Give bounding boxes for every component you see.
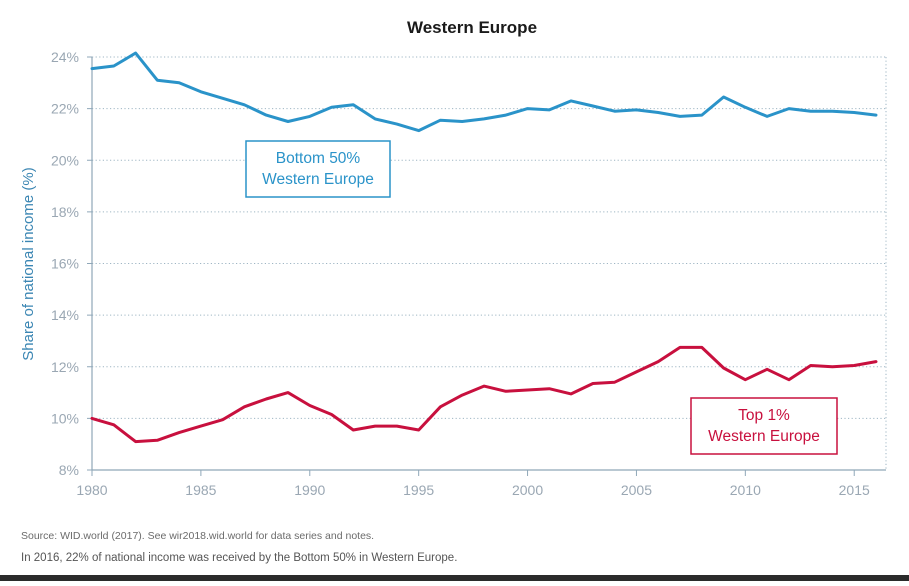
y-tick-label: 20% bbox=[51, 152, 79, 168]
legend-label-bottom-50: Western Europe bbox=[262, 171, 374, 188]
y-axis-label: Share of national income (%) bbox=[20, 167, 37, 360]
legend-label-top-1: Top 1% bbox=[738, 407, 790, 424]
legend-label-top-1: Western Europe bbox=[708, 428, 820, 445]
y-tick-label: 8% bbox=[59, 462, 79, 478]
x-tick-label: 1990 bbox=[294, 482, 325, 498]
source-footnote: Source: WID.world (2017). See wir2018.wi… bbox=[21, 530, 375, 542]
series-lines bbox=[90, 51, 878, 444]
x-tick-label: 2000 bbox=[512, 482, 543, 498]
legend-box-top-1 bbox=[690, 397, 838, 455]
series-labels: Bottom 50% Western Europe Top 1% Western Eu… bbox=[245, 140, 838, 455]
y-tick-label: 12% bbox=[51, 359, 79, 375]
x-tick-label: 1980 bbox=[76, 482, 107, 498]
summary-footnote: In 2016, 22% of national income was rece… bbox=[21, 552, 458, 564]
tick-labels: 8% 10% 12% 14% 16% 18% 20% 22% 24% 1980 1985 1990 19… bbox=[51, 49, 870, 498]
y-tick-label: 16% bbox=[51, 256, 79, 272]
series-line-top-1 bbox=[90, 345, 878, 444]
gridlines bbox=[92, 56, 887, 470]
x-tick-label: 2005 bbox=[621, 482, 652, 498]
y-tick-label: 14% bbox=[51, 307, 79, 323]
axes bbox=[87, 56, 886, 476]
y-tick-label: 18% bbox=[51, 204, 79, 220]
y-tick-label: 24% bbox=[51, 49, 79, 65]
bottom-border bbox=[0, 575, 909, 581]
x-tick-label: 2010 bbox=[730, 482, 761, 498]
y-tick-label: 22% bbox=[51, 101, 79, 117]
y-tick-label: 10% bbox=[51, 410, 79, 426]
x-tick-label: 2015 bbox=[839, 482, 870, 498]
series-line-bottom-50 bbox=[90, 51, 878, 133]
chart-title: Western Europe bbox=[407, 18, 537, 37]
legend-box-bottom-50 bbox=[245, 140, 391, 198]
legend-label-bottom-50: Bottom 50% bbox=[276, 150, 361, 167]
x-tick-label: 1985 bbox=[185, 482, 216, 498]
x-tick-label: 1995 bbox=[403, 482, 434, 498]
